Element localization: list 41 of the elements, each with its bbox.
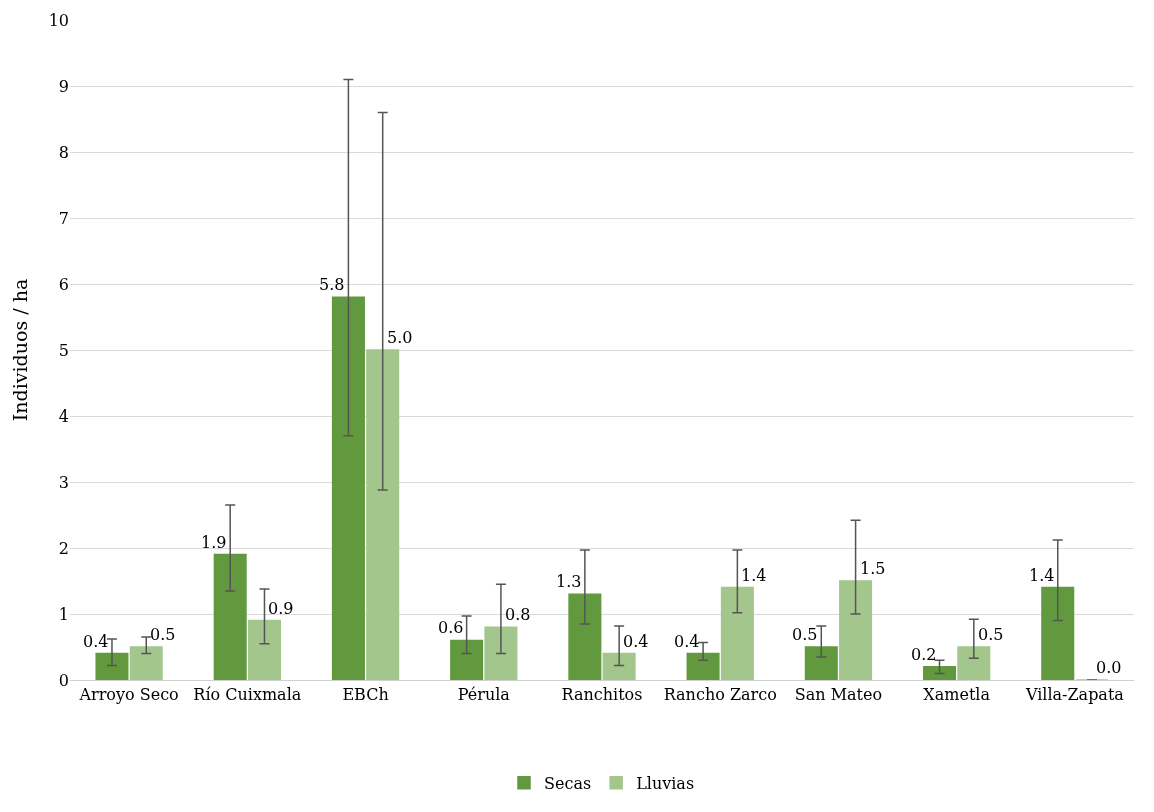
data-label: 0.9: [268, 599, 294, 618]
data-label: 0.5: [792, 625, 818, 644]
data-label: 1.4: [1029, 566, 1055, 585]
data-label: 1.3: [556, 572, 582, 591]
data-label: 1.5: [860, 559, 886, 578]
x-tick-label: Pérula: [457, 685, 511, 705]
data-label: 5.0: [387, 328, 413, 347]
data-label: 5.8: [319, 275, 345, 294]
y-tick-label: 8: [58, 142, 69, 162]
y-tick-label: 2: [58, 538, 69, 558]
y-tick-label: 3: [58, 472, 69, 492]
y-tick-label: 1: [58, 604, 69, 624]
data-label: 0.8: [505, 605, 531, 624]
legend-label: Lluvias: [636, 773, 695, 793]
x-tick-label: EBCh: [342, 685, 389, 705]
data-label: 0.0: [1096, 658, 1122, 677]
y-tick-label: 7: [58, 208, 69, 228]
x-tick-label: Rancho Zarco: [663, 685, 777, 705]
data-label: 0.5: [978, 625, 1004, 644]
data-label: 1.9: [201, 533, 227, 552]
data-label: 0.4: [674, 632, 700, 651]
y-axis-title: Individuos / ha: [9, 278, 32, 422]
data-label: 1.4: [741, 566, 767, 585]
x-tick-label: San Mateo: [794, 685, 883, 705]
data-label: 0.2: [911, 645, 937, 664]
x-tick-label: Río Cuixmala: [193, 685, 302, 705]
y-tick-label: 9: [58, 76, 69, 96]
data-label: 0.6: [438, 618, 464, 637]
y-tick-label: 0: [58, 670, 69, 690]
y-tick-label: 4: [58, 406, 69, 426]
y-tick-label: 6: [58, 274, 69, 294]
data-label: 0.4: [83, 632, 109, 651]
x-tick-label: Arroyo Seco: [78, 685, 179, 705]
x-tick-label: Xametla: [923, 685, 991, 705]
data-label: 0.5: [150, 625, 176, 644]
y-tick-label: 5: [58, 340, 69, 360]
x-tick-label: Ranchitos: [561, 685, 643, 705]
y-tick-label: 10: [48, 10, 69, 30]
data-label: 0.4: [623, 632, 649, 651]
x-tick-label: Villa-Zapata: [1024, 685, 1125, 705]
legend-label: Secas: [544, 773, 592, 793]
